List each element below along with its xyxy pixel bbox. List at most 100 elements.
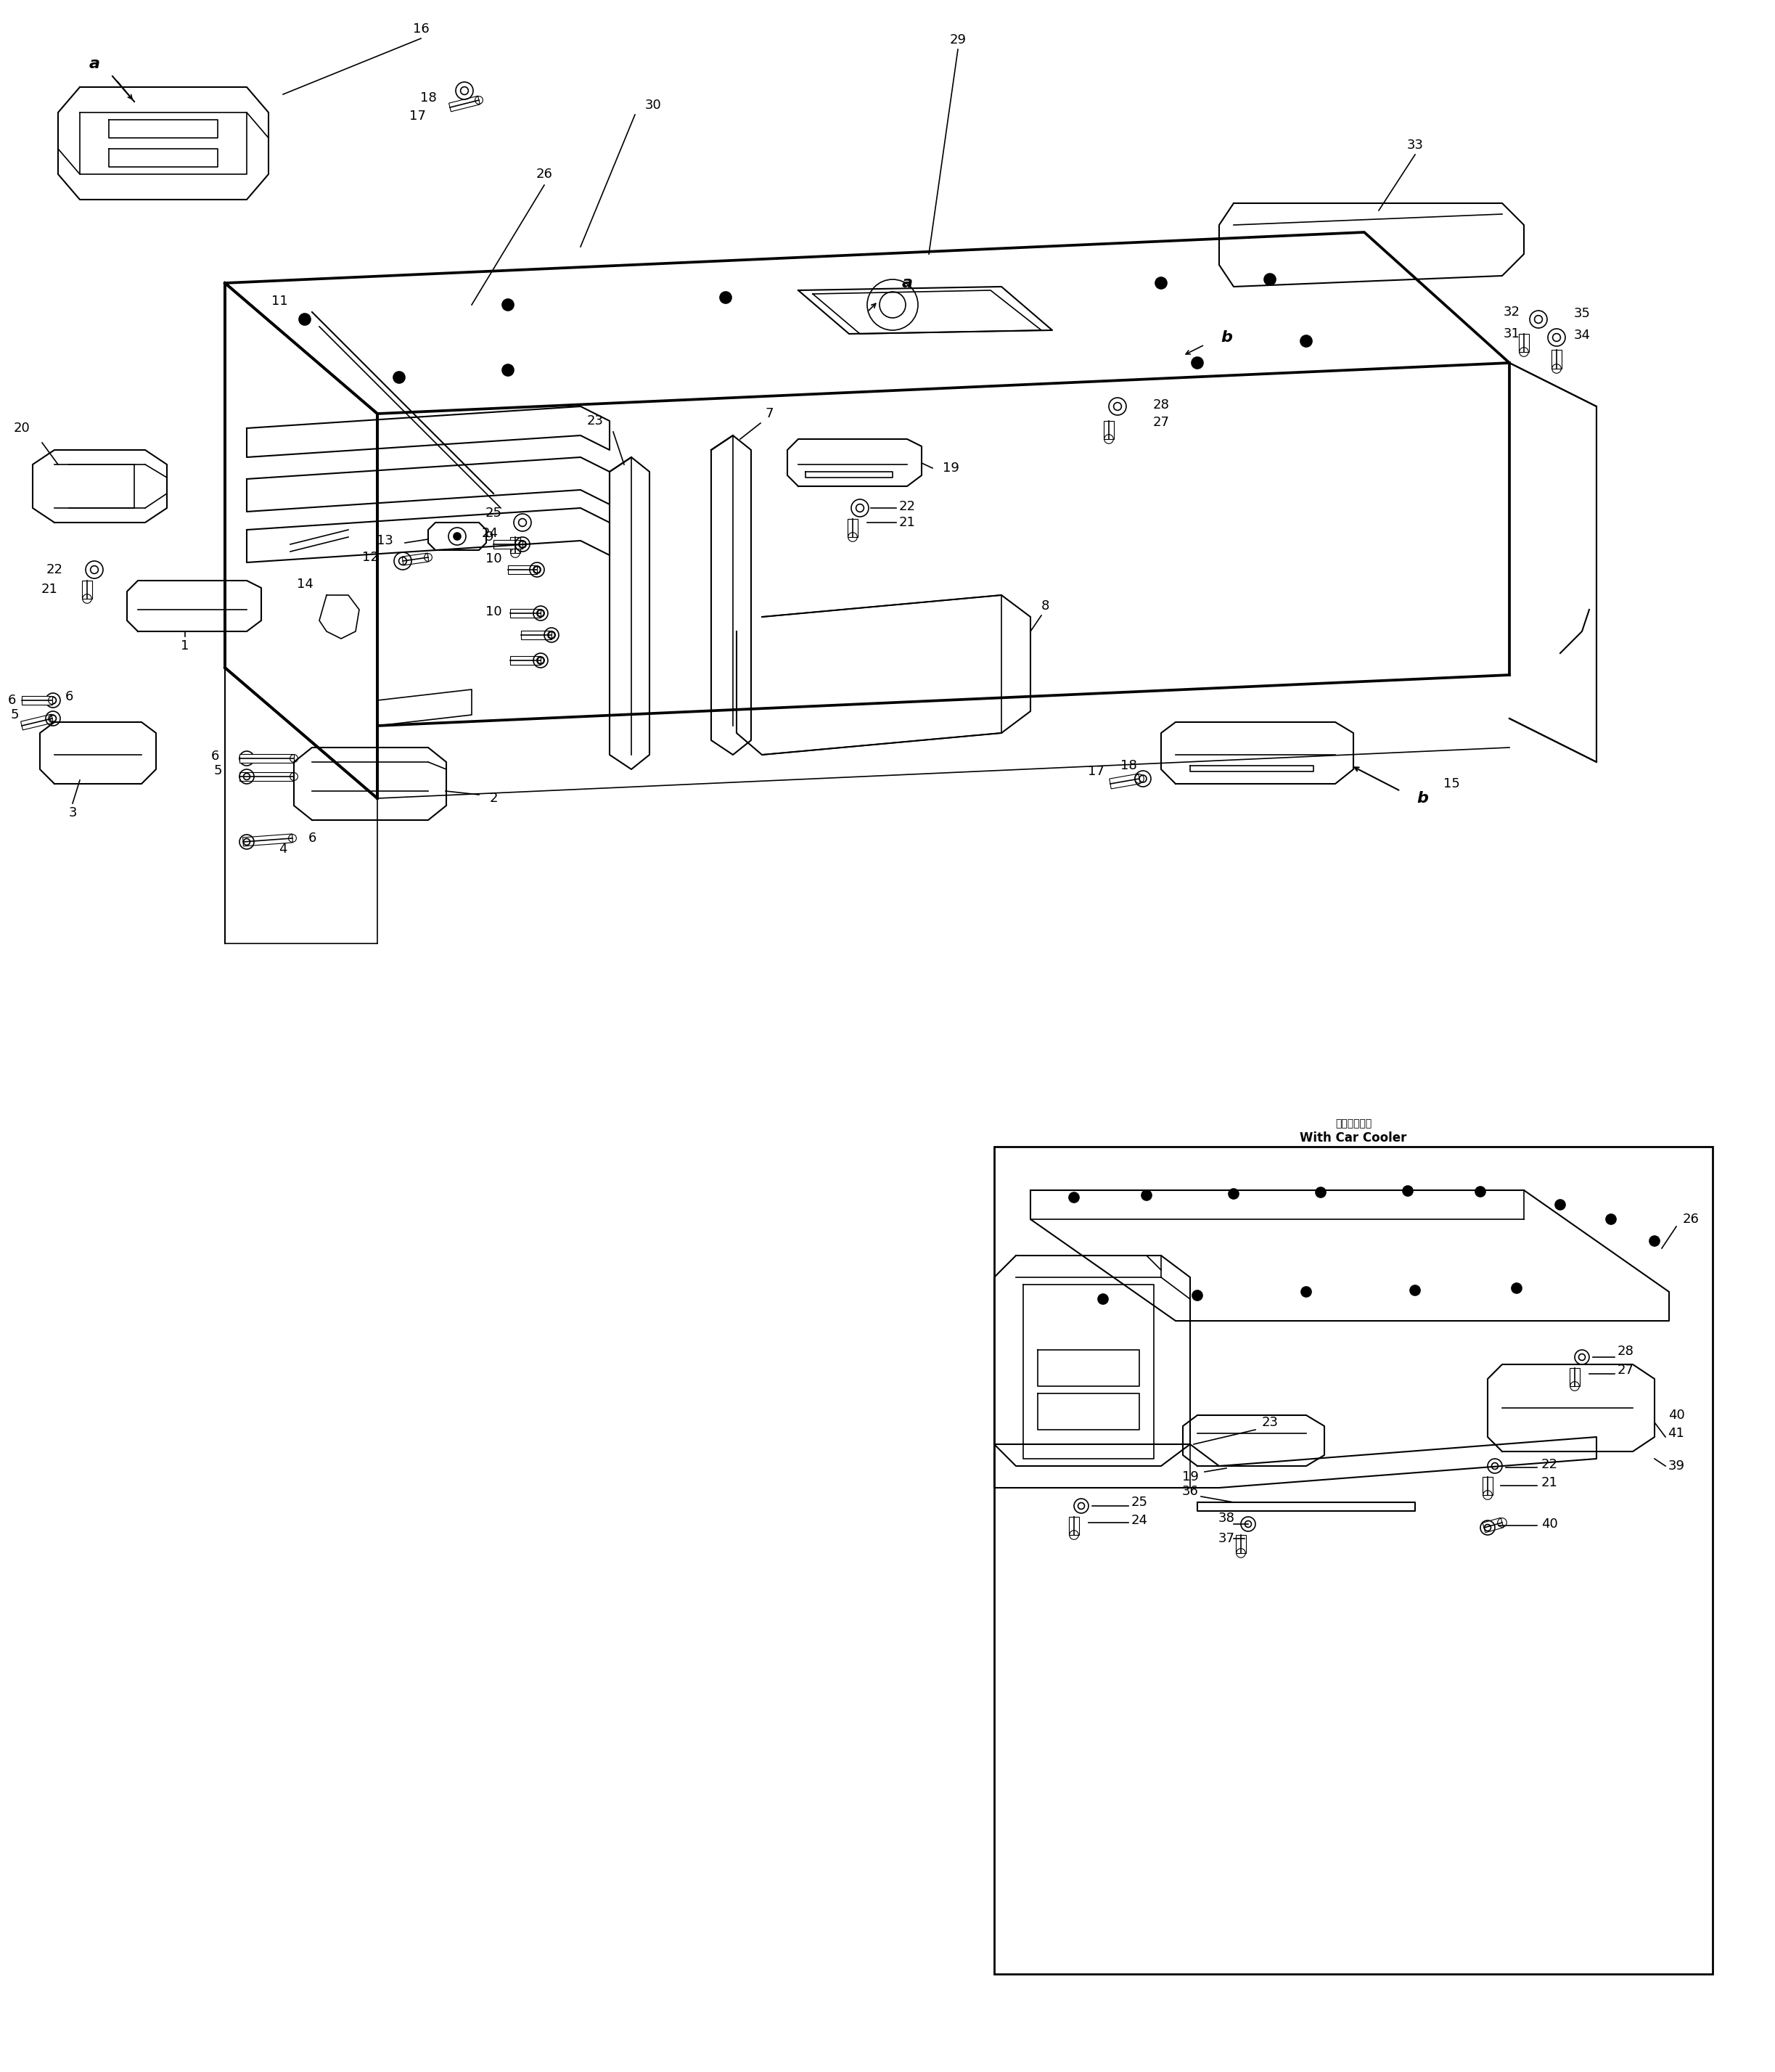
Text: 17: 17 <box>1088 765 1104 777</box>
Circle shape <box>1191 356 1203 369</box>
Circle shape <box>298 313 311 325</box>
Polygon shape <box>240 754 295 762</box>
Circle shape <box>1606 1214 1615 1225</box>
Polygon shape <box>493 541 522 549</box>
Text: 27: 27 <box>1617 1363 1633 1376</box>
Text: 37: 37 <box>1218 1531 1235 1546</box>
Circle shape <box>502 298 513 311</box>
Text: 26: 26 <box>536 168 552 180</box>
Text: 24: 24 <box>481 526 499 541</box>
Text: 33: 33 <box>1408 139 1424 151</box>
Polygon shape <box>82 580 92 599</box>
Polygon shape <box>1235 1535 1246 1554</box>
Text: 26: 26 <box>1683 1212 1699 1227</box>
Polygon shape <box>508 566 538 574</box>
Text: 12: 12 <box>362 551 378 564</box>
Circle shape <box>1301 1287 1312 1297</box>
Polygon shape <box>1519 334 1528 352</box>
Polygon shape <box>848 518 857 537</box>
Text: 8: 8 <box>1040 599 1049 613</box>
Bar <box>994 1146 1713 1975</box>
Text: b: b <box>1416 792 1429 806</box>
Circle shape <box>1409 1285 1420 1295</box>
Circle shape <box>1099 1295 1108 1303</box>
Text: 15: 15 <box>1443 777 1459 789</box>
Text: 5: 5 <box>213 765 222 777</box>
Circle shape <box>1301 336 1312 346</box>
Text: 21: 21 <box>898 516 916 528</box>
Polygon shape <box>1551 350 1562 369</box>
Text: 18: 18 <box>1120 758 1136 773</box>
Text: 20: 20 <box>14 423 30 435</box>
Circle shape <box>394 371 405 383</box>
Polygon shape <box>449 95 479 112</box>
Polygon shape <box>509 609 541 617</box>
Circle shape <box>1264 274 1276 286</box>
Polygon shape <box>509 537 520 553</box>
Polygon shape <box>1109 773 1140 789</box>
Text: 7: 7 <box>765 406 774 421</box>
Circle shape <box>1315 1187 1326 1198</box>
Circle shape <box>1156 278 1166 288</box>
Circle shape <box>1475 1187 1486 1198</box>
Text: 23: 23 <box>588 414 604 427</box>
Text: 28: 28 <box>1152 398 1170 412</box>
Text: 24: 24 <box>1131 1515 1148 1527</box>
Circle shape <box>1512 1283 1521 1293</box>
Text: 29: 29 <box>950 33 966 46</box>
Circle shape <box>1402 1185 1413 1196</box>
Polygon shape <box>1482 1477 1493 1496</box>
Polygon shape <box>243 833 293 845</box>
Text: a: a <box>89 56 99 70</box>
Text: With Car Cooler: With Car Cooler <box>1299 1131 1408 1144</box>
Text: 19: 19 <box>943 462 958 474</box>
Text: 13: 13 <box>376 535 392 547</box>
Text: 17: 17 <box>408 110 426 122</box>
Text: 25: 25 <box>485 506 502 520</box>
Polygon shape <box>1104 421 1115 439</box>
Text: b: b <box>1221 329 1232 344</box>
Text: 6: 6 <box>66 690 73 702</box>
Text: 6: 6 <box>211 750 218 762</box>
Circle shape <box>1649 1235 1660 1245</box>
Text: 39: 39 <box>1668 1459 1684 1473</box>
Polygon shape <box>509 657 541 665</box>
Text: 22: 22 <box>898 499 916 514</box>
Text: 2: 2 <box>490 792 497 804</box>
Circle shape <box>1141 1189 1152 1200</box>
Text: 22: 22 <box>46 564 62 576</box>
Text: カークーラ付: カークーラ付 <box>1335 1119 1372 1129</box>
Text: 14: 14 <box>296 578 312 591</box>
Text: 22: 22 <box>1541 1459 1558 1471</box>
Polygon shape <box>522 630 552 640</box>
Text: 32: 32 <box>1503 305 1521 319</box>
Polygon shape <box>21 715 53 729</box>
Text: 21: 21 <box>41 582 57 597</box>
Text: 10: 10 <box>485 553 502 566</box>
Polygon shape <box>1069 1517 1079 1535</box>
Text: 9: 9 <box>486 530 493 543</box>
Circle shape <box>1193 1291 1202 1301</box>
Text: 18: 18 <box>421 91 437 104</box>
Text: 41: 41 <box>1668 1428 1684 1440</box>
Text: 6: 6 <box>7 694 16 707</box>
Text: 21: 21 <box>1541 1475 1558 1490</box>
Text: 36: 36 <box>1182 1486 1198 1498</box>
Polygon shape <box>1569 1368 1580 1386</box>
Text: 40: 40 <box>1668 1409 1684 1421</box>
Text: 27: 27 <box>1152 416 1170 429</box>
Text: 30: 30 <box>644 99 662 112</box>
Circle shape <box>454 533 462 541</box>
Text: 5: 5 <box>11 709 20 721</box>
Polygon shape <box>21 696 51 704</box>
Text: 16: 16 <box>412 23 430 35</box>
Text: a: a <box>902 276 912 290</box>
Polygon shape <box>240 773 295 781</box>
Text: 28: 28 <box>1617 1345 1633 1357</box>
Circle shape <box>1069 1191 1079 1202</box>
Text: 3: 3 <box>69 806 76 818</box>
Text: 25: 25 <box>1131 1496 1148 1508</box>
Circle shape <box>1555 1200 1566 1210</box>
Text: 1: 1 <box>181 640 190 653</box>
Text: 34: 34 <box>1574 329 1590 342</box>
